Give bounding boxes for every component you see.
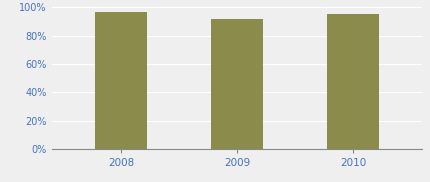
Bar [211, 19, 262, 149]
Bar [95, 11, 147, 149]
Bar [326, 14, 378, 149]
